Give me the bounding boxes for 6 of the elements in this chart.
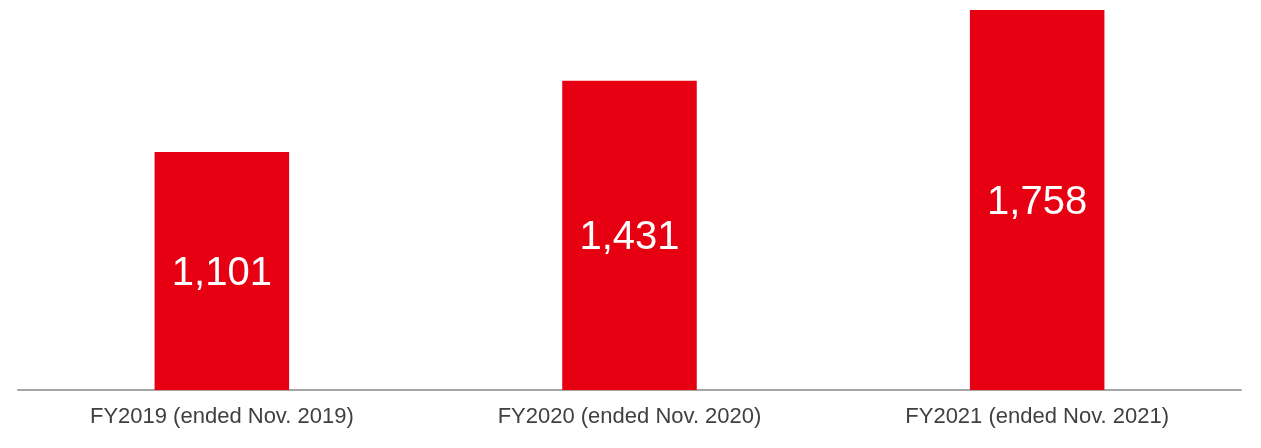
x-tick-label: FY2021 (ended Nov. 2021)	[905, 402, 1170, 428]
data-label: 1,431	[579, 213, 680, 258]
x-tick-label: FY2020 (ended Nov. 2020)	[497, 402, 762, 428]
x-tick-label: FY2019 (ended Nov. 2019)	[89, 402, 354, 428]
data-label: 1,758	[987, 178, 1088, 222]
data-label: 1,101	[171, 249, 272, 294]
